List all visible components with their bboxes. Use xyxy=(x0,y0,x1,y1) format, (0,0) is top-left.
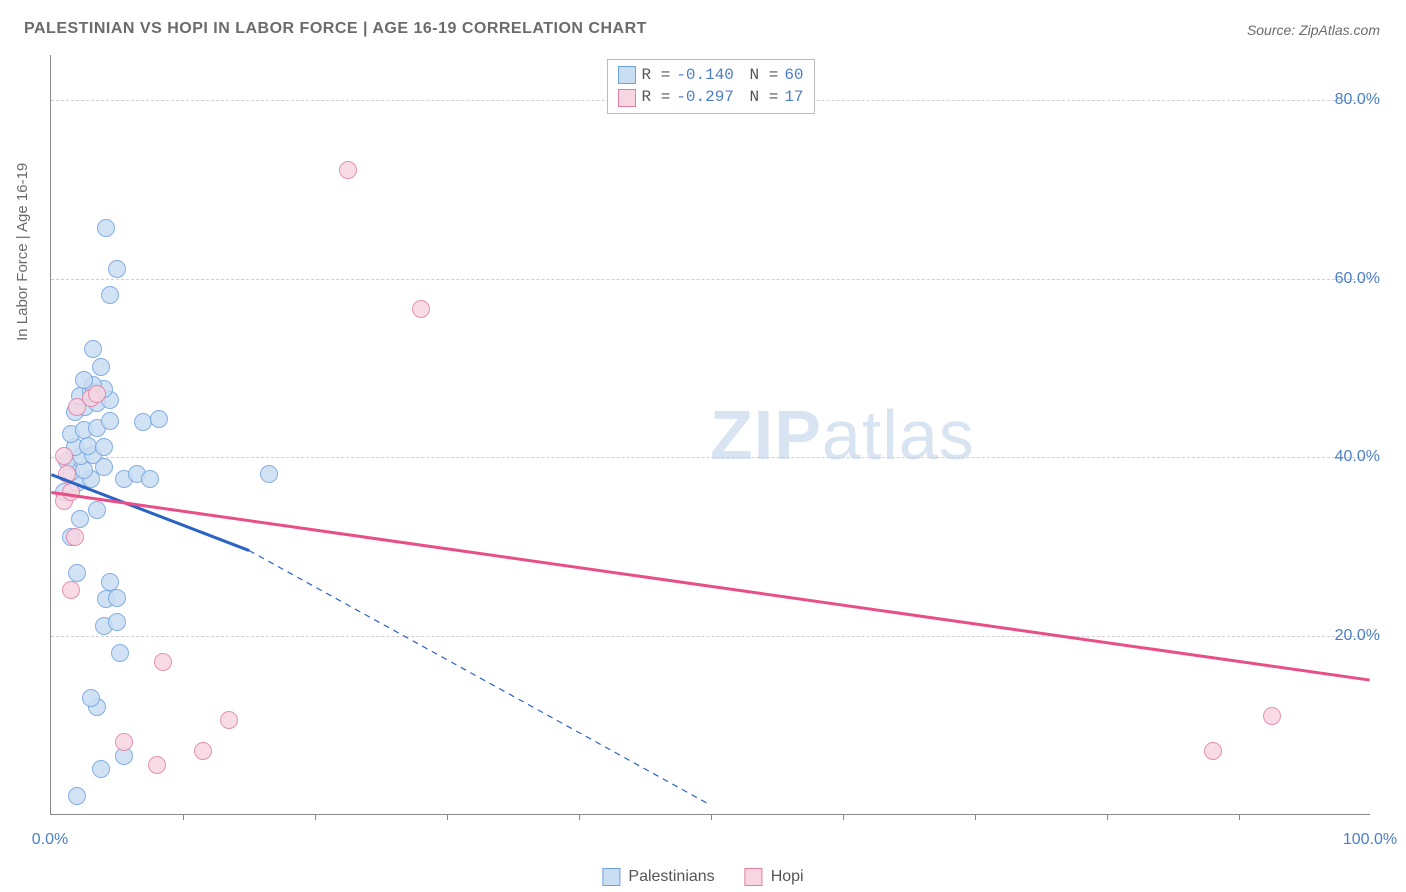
y-tick-label: 60.0% xyxy=(1335,270,1380,288)
data-point xyxy=(97,219,115,237)
correlation-chart: PALESTINIAN VS HOPI IN LABOR FORCE | AGE… xyxy=(0,0,1406,892)
data-point xyxy=(95,438,113,456)
data-point xyxy=(62,483,80,501)
x-tick xyxy=(843,814,844,820)
gridline xyxy=(51,457,1370,458)
data-point xyxy=(92,760,110,778)
x-tick xyxy=(1107,814,1108,820)
data-point xyxy=(101,412,119,430)
legend-item-palestinians: Palestinians xyxy=(602,868,714,886)
data-point xyxy=(1263,707,1281,725)
data-point xyxy=(84,340,102,358)
data-point xyxy=(108,613,126,631)
data-point xyxy=(108,260,126,278)
x-tick xyxy=(1239,814,1240,820)
data-point xyxy=(82,689,100,707)
data-point xyxy=(101,573,119,591)
y-tick-label: 20.0% xyxy=(1335,627,1380,645)
stats-row-palestinians: R = -0.140 N = 60 xyxy=(617,64,803,86)
x-tick xyxy=(579,814,580,820)
data-point xyxy=(154,653,172,671)
y-tick-label: 80.0% xyxy=(1335,91,1380,109)
data-point xyxy=(62,581,80,599)
chart-title: PALESTINIAN VS HOPI IN LABOR FORCE | AGE… xyxy=(24,20,647,38)
data-point xyxy=(101,286,119,304)
gridline xyxy=(51,279,1370,280)
data-point xyxy=(66,528,84,546)
data-point xyxy=(260,465,278,483)
x-tick xyxy=(711,814,712,820)
legend: Palestinians Hopi xyxy=(602,868,803,886)
data-point xyxy=(150,410,168,428)
y-tick-label: 40.0% xyxy=(1335,448,1380,466)
swatch-hopi xyxy=(617,89,635,107)
data-point xyxy=(115,733,133,751)
watermark: ZIPatlas xyxy=(710,395,975,475)
data-point xyxy=(88,501,106,519)
data-point xyxy=(1204,742,1222,760)
data-point xyxy=(111,644,129,662)
data-point xyxy=(339,161,357,179)
data-point xyxy=(194,742,212,760)
plot-area: ZIPatlas R = -0.140 N = 60 R = -0.297 N … xyxy=(50,55,1370,815)
trend-lines xyxy=(51,55,1370,814)
gridline xyxy=(51,636,1370,637)
data-point xyxy=(68,564,86,582)
x-tick xyxy=(975,814,976,820)
swatch-palestinians xyxy=(617,66,635,84)
data-point xyxy=(58,465,76,483)
swatch-hopi-icon xyxy=(745,868,763,886)
data-point xyxy=(108,589,126,607)
y-axis-title: In Labor Force | Age 16-19 xyxy=(14,163,31,341)
legend-item-hopi: Hopi xyxy=(745,868,804,886)
data-point xyxy=(92,358,110,376)
data-point xyxy=(55,447,73,465)
data-point xyxy=(220,711,238,729)
x-tick xyxy=(315,814,316,820)
x-tick xyxy=(183,814,184,820)
data-point xyxy=(141,470,159,488)
stats-box: R = -0.140 N = 60 R = -0.297 N = 17 xyxy=(606,59,814,114)
data-point xyxy=(412,300,430,318)
data-point xyxy=(68,787,86,805)
x-tick-label: 0.0% xyxy=(32,831,68,849)
data-point xyxy=(88,385,106,403)
swatch-palestinians-icon xyxy=(602,868,620,886)
stats-row-hopi: R = -0.297 N = 17 xyxy=(617,86,803,108)
data-point xyxy=(71,510,89,528)
x-tick-label: 100.0% xyxy=(1343,831,1397,849)
source-label: Source: ZipAtlas.com xyxy=(1247,22,1380,38)
data-point xyxy=(148,756,166,774)
x-tick xyxy=(447,814,448,820)
